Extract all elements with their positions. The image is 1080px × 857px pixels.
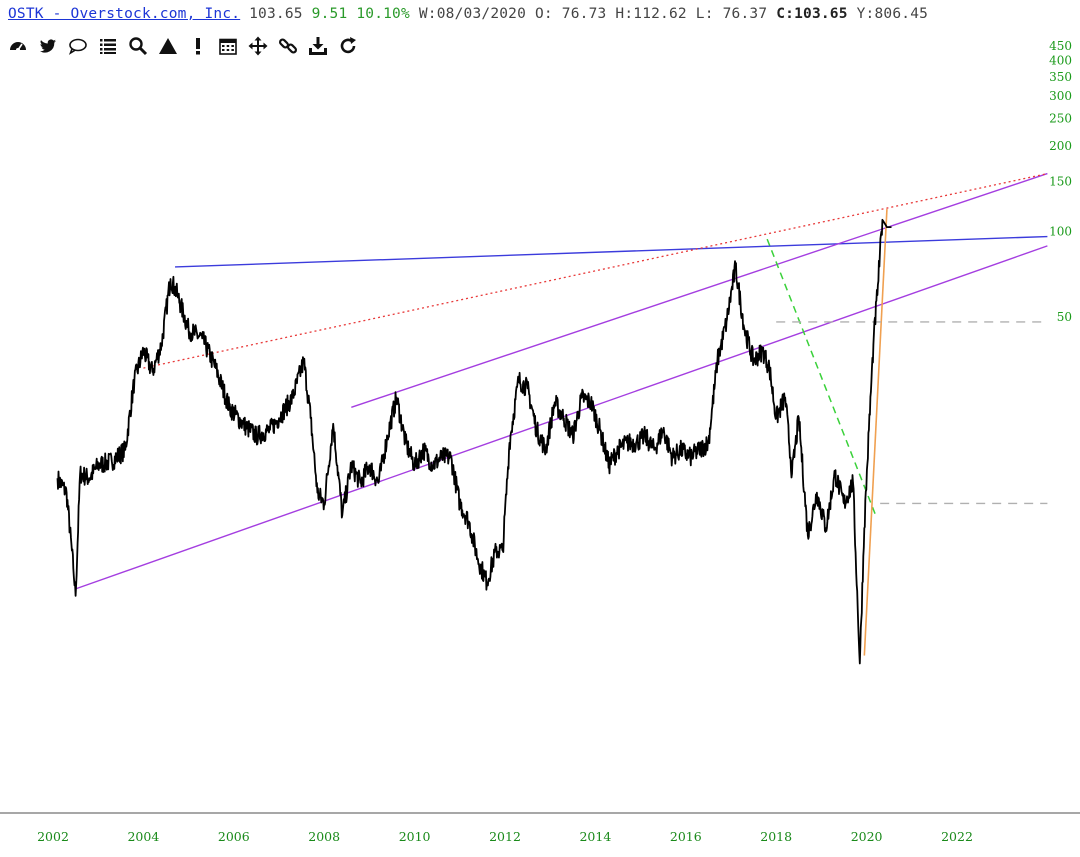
close-value: 103.65 (794, 6, 848, 22)
link-icon[interactable] (276, 34, 300, 58)
move-icon[interactable] (246, 34, 270, 58)
low-label: L: (695, 6, 714, 22)
y-tick-label: 200 (1049, 139, 1072, 153)
price-series-line (56, 218, 892, 665)
open-value: 76.73 (561, 6, 607, 22)
x-tick-label: 2004 (127, 829, 159, 844)
y-value: 806.45 (874, 6, 929, 22)
y-tick-label: 50 (1057, 310, 1072, 324)
x-tick-label: 2022 (941, 829, 973, 844)
close-label: C: (776, 6, 795, 22)
refresh-icon[interactable] (336, 34, 360, 58)
x-tick-label: 2014 (579, 829, 611, 844)
trendline-orange-5 (863, 208, 888, 656)
x-tick-label: 2002 (37, 829, 69, 844)
list-icon[interactable] (96, 34, 120, 58)
high-label: H: (615, 6, 634, 22)
price-change: 9.51 (311, 6, 348, 22)
y-tick-label: 300 (1049, 89, 1072, 103)
search-icon[interactable] (126, 34, 150, 58)
quote-header: OSTK - Overstock.com, Inc. 103.65 9.51 1… (8, 6, 928, 28)
y-tick-label: 100 (1049, 225, 1072, 239)
y-tick-label: 400 (1049, 54, 1072, 68)
trendline-blue-0 (175, 235, 1048, 268)
trendline-red-dotted-3 (143, 172, 1048, 369)
x-tick-label: 2020 (851, 829, 883, 844)
dashboard-icon[interactable] (6, 34, 30, 58)
x-tick-label: 2006 (218, 829, 250, 844)
last-price: 103.65 (249, 6, 303, 22)
calendar-icon[interactable] (216, 34, 240, 58)
comment-icon[interactable] (66, 34, 90, 58)
quote-date: 08/03/2020 (436, 6, 527, 22)
download-icon[interactable] (306, 34, 330, 58)
alert-icon[interactable] (186, 34, 210, 58)
price-change-pct: 10.10% (356, 6, 410, 22)
y-tick-label: 450 (1049, 39, 1072, 53)
y-tick-label: 250 (1049, 112, 1072, 126)
x-tick-label: 2016 (670, 829, 702, 844)
x-tick-label: 2010 (399, 829, 431, 844)
twitter-icon[interactable] (36, 34, 60, 58)
high-value: 112.62 (633, 6, 687, 22)
symbol-title-link[interactable]: OSTK - Overstock.com, Inc. (8, 6, 241, 22)
x-tick-label: 2008 (308, 829, 340, 844)
trendline-green-dashed-4 (766, 238, 877, 516)
x-tick-label: 2018 (760, 829, 792, 844)
week-label: W: (418, 6, 437, 22)
low-value: 76.37 (722, 6, 768, 22)
triangle-icon[interactable] (156, 34, 180, 58)
open-label: O: (534, 6, 553, 22)
chart-toolbar (6, 34, 360, 58)
y-tick-label: 150 (1049, 175, 1072, 189)
x-tick-label: 2012 (489, 829, 521, 844)
y-tick-label: 350 (1049, 70, 1072, 84)
trendline-purple-2 (351, 172, 1048, 408)
y-label: Y: (856, 6, 875, 22)
